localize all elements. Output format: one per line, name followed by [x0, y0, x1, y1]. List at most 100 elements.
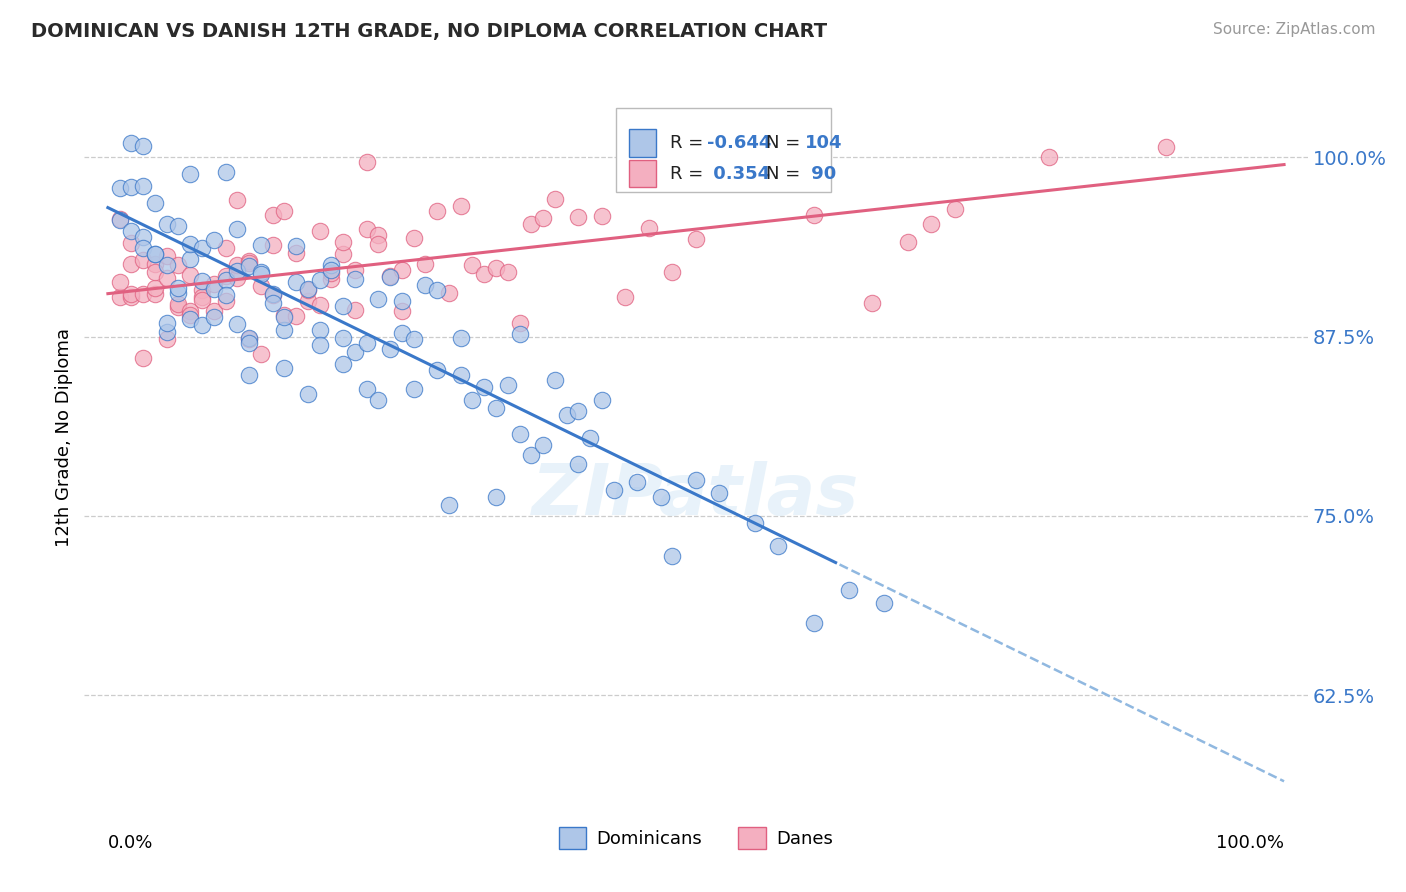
Point: [167, 258, 190, 272]
Point: [544, 373, 567, 387]
Point: [143, 196, 166, 211]
Point: [273, 360, 295, 375]
Point: [509, 327, 531, 342]
Point: [356, 155, 378, 169]
Point: [567, 404, 589, 418]
Point: [249, 238, 271, 252]
Point: [202, 304, 225, 318]
Point: [179, 311, 201, 326]
Point: [343, 263, 366, 277]
Point: [426, 204, 449, 219]
Point: [143, 247, 166, 261]
Point: [179, 308, 201, 322]
Point: [202, 233, 225, 247]
Point: [591, 209, 613, 223]
Point: [226, 317, 249, 331]
Point: [332, 358, 354, 372]
Point: [343, 345, 366, 359]
Point: [179, 252, 201, 266]
Point: [191, 293, 214, 307]
Point: [509, 317, 531, 331]
Point: [485, 261, 508, 276]
Point: [308, 338, 330, 352]
Point: [638, 220, 661, 235]
FancyBboxPatch shape: [628, 160, 655, 187]
Point: [226, 194, 249, 208]
Point: [356, 336, 378, 351]
Point: [391, 293, 413, 308]
Point: [179, 167, 201, 181]
Point: [415, 257, 437, 271]
Point: [238, 368, 260, 382]
FancyBboxPatch shape: [616, 108, 831, 192]
Point: [661, 549, 683, 564]
Point: [496, 264, 519, 278]
Point: [860, 296, 883, 310]
Point: [626, 475, 648, 490]
Point: [132, 138, 155, 153]
Point: [685, 232, 707, 246]
Point: [391, 326, 413, 340]
Point: [803, 208, 825, 222]
Point: [285, 309, 308, 323]
Point: [202, 282, 225, 296]
Point: [367, 236, 389, 251]
Point: [768, 540, 790, 554]
Point: [143, 257, 166, 271]
Point: [402, 382, 425, 396]
Point: [120, 257, 142, 271]
Point: [380, 269, 402, 284]
Point: [108, 275, 131, 289]
Point: [567, 210, 589, 224]
Point: [132, 179, 155, 194]
Point: [650, 490, 672, 504]
Point: [356, 222, 378, 236]
Point: [273, 323, 295, 337]
Point: [238, 331, 260, 345]
Point: [332, 235, 354, 249]
Point: [1038, 150, 1060, 164]
Point: [744, 516, 766, 530]
Point: [461, 258, 484, 272]
Point: [132, 241, 155, 255]
Point: [132, 229, 155, 244]
Text: N =: N =: [766, 135, 800, 153]
Point: [120, 286, 142, 301]
Point: [132, 351, 155, 366]
Point: [167, 297, 190, 311]
Point: [226, 264, 249, 278]
Point: [920, 217, 942, 231]
Point: [321, 272, 343, 286]
Point: [285, 275, 308, 289]
Point: [167, 300, 190, 314]
Point: [202, 310, 225, 324]
Point: [238, 259, 260, 273]
Point: [709, 485, 731, 500]
Point: [108, 290, 131, 304]
Point: [356, 382, 378, 396]
Point: [391, 304, 413, 318]
Point: [744, 165, 766, 179]
Text: R =: R =: [671, 164, 703, 183]
Point: [179, 237, 201, 252]
Point: [321, 258, 343, 272]
Point: [167, 219, 190, 234]
Point: [167, 285, 190, 300]
Point: [191, 274, 214, 288]
Point: [156, 270, 179, 285]
Point: [873, 597, 896, 611]
Point: [367, 227, 389, 242]
Point: [321, 266, 343, 280]
Point: [838, 583, 860, 598]
Point: [297, 293, 319, 308]
Point: [179, 268, 201, 283]
Point: [214, 294, 236, 309]
Point: [262, 296, 284, 310]
Point: [531, 438, 554, 452]
Y-axis label: 12th Grade, No Diploma: 12th Grade, No Diploma: [55, 327, 73, 547]
Point: [391, 263, 413, 277]
Point: [297, 283, 319, 297]
Point: [214, 288, 236, 302]
Point: [156, 316, 179, 330]
Text: 0.354: 0.354: [707, 164, 770, 183]
